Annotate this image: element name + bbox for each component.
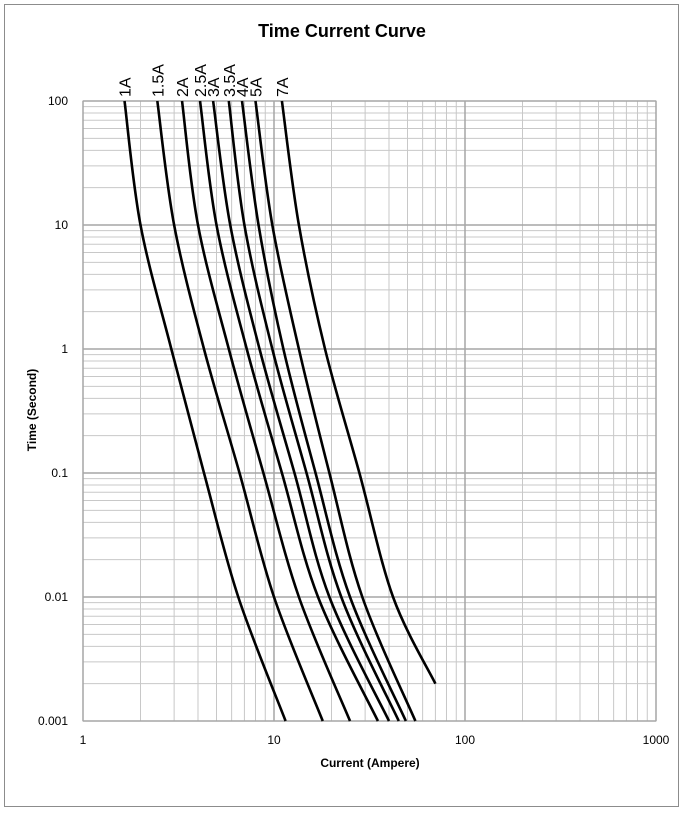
- plot-area: [82, 100, 657, 722]
- series-label-1A: 1A: [118, 77, 135, 97]
- tick-labels: 1 10 100 1000 100 10 1 0.1 0.01 0.001: [38, 94, 670, 747]
- x-tick-label: 1000: [643, 733, 670, 747]
- y-tick-label: 0.001: [38, 714, 68, 728]
- series-label-7A: 7A: [275, 77, 292, 97]
- x-tick-label: 1: [80, 733, 87, 747]
- series-curve-4A: [240, 100, 408, 722]
- series-curve-7A: [280, 100, 437, 685]
- series-curve-2A: [180, 100, 352, 722]
- x-tick-label: 100: [455, 733, 475, 747]
- series-curve-3A: [211, 100, 391, 722]
- major-gridlines: [82, 100, 657, 722]
- minor-gridlines: [83, 101, 656, 721]
- series-label-4A: 4A: [235, 77, 252, 97]
- chart-title: Time Current Curve: [258, 21, 426, 41]
- series-label-2A: 2A: [175, 77, 192, 97]
- series-curve-5A: [254, 100, 417, 722]
- series-label-3A: 3A: [206, 77, 223, 97]
- series-curve-3-5A: [227, 100, 400, 722]
- y-tick-label: 100: [48, 94, 68, 108]
- y-tick-label: 0.01: [45, 590, 69, 604]
- series-curve-1-5A: [156, 100, 324, 722]
- series-label-5A: 5A: [249, 77, 266, 97]
- series-label-3-5A: 3.5A: [222, 64, 239, 97]
- series-curve-1A: [123, 100, 287, 722]
- series-label-1-5A: 1.5A: [150, 64, 167, 97]
- y-axis-title: Time (Second): [25, 369, 39, 451]
- y-tick-label: 1: [61, 342, 68, 356]
- x-axis-title: Current (Ampere): [320, 756, 419, 770]
- y-tick-label: 0.1: [51, 466, 68, 480]
- series-curve-2-5A: [198, 100, 380, 722]
- y-tick-label: 10: [55, 218, 69, 232]
- series-label-2-5A: 2.5A: [193, 64, 210, 97]
- x-tick-label: 10: [267, 733, 281, 747]
- series-curves: [123, 100, 437, 722]
